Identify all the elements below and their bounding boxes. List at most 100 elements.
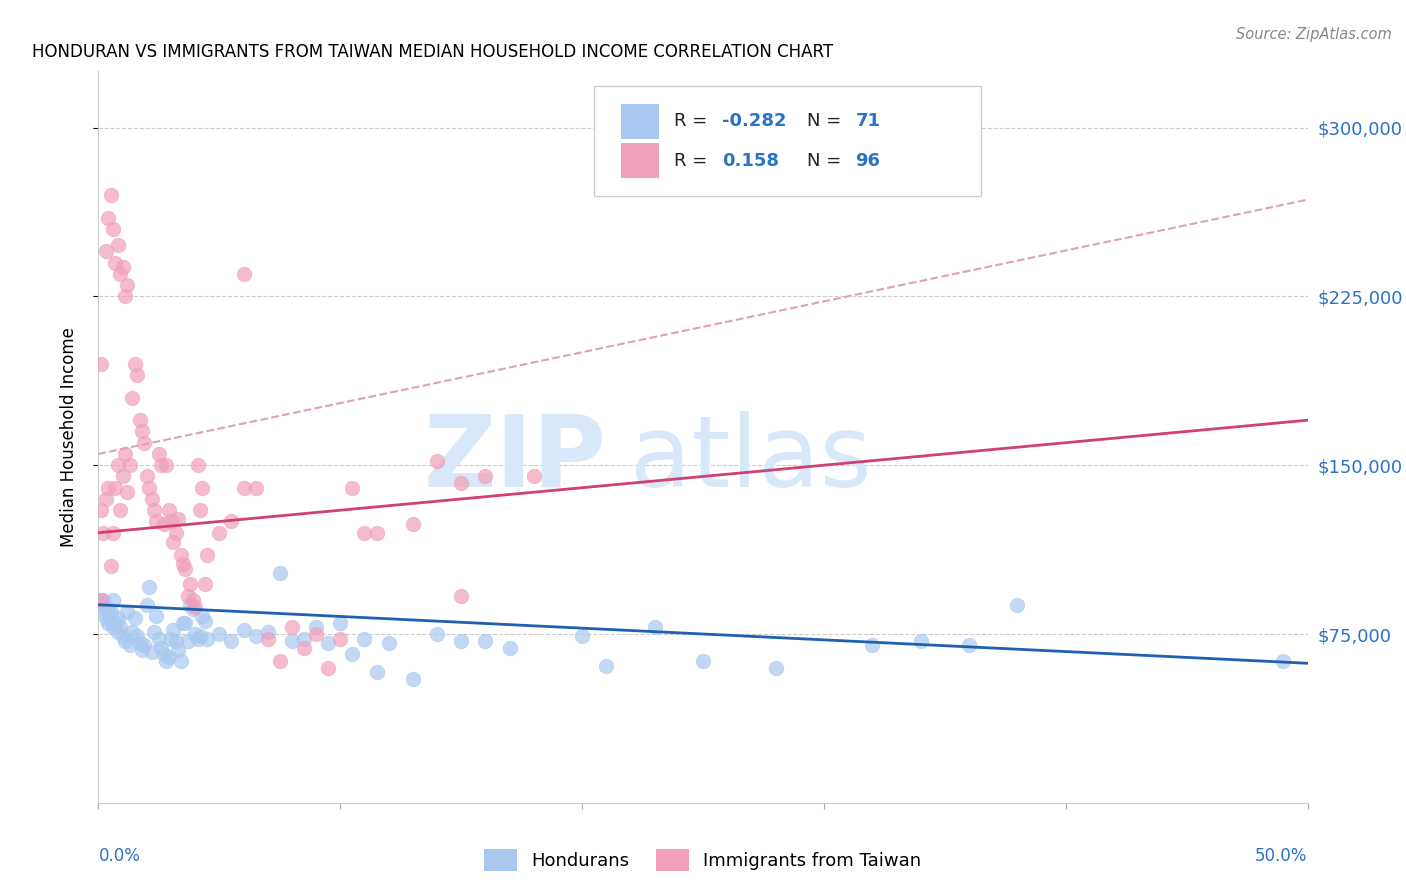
Point [94,605,117,619]
Point [165,525,187,540]
Point [91,598,114,612]
Point [111,629,134,643]
Point [523,469,546,483]
Point [366,525,388,540]
Point [1007,598,1029,612]
Point [90,598,112,612]
Point [221,515,243,529]
Point [329,615,352,630]
Point [177,589,200,603]
Point [101,222,124,236]
Point [269,566,291,581]
Point [97,481,120,495]
Point [141,491,163,506]
Point [221,633,243,648]
Point [179,577,201,591]
Point [101,525,124,540]
Text: 96: 96 [855,152,880,169]
Point [305,627,328,641]
Point [100,605,122,619]
Text: HONDURAN VS IMMIGRANTS FROM TAIWAN MEDIAN HOUSEHOLD INCOME CORRELATION CHART: HONDURAN VS IMMIGRANTS FROM TAIWAN MEDIA… [32,44,832,62]
Point [910,633,932,648]
Point [366,665,388,680]
Text: R =: R = [673,112,713,130]
Point [184,599,207,614]
Point [124,357,146,371]
Point [316,661,339,675]
Point [155,458,177,473]
Point [152,516,174,531]
Point [141,645,163,659]
Point [127,629,149,643]
Point [114,447,136,461]
Point [97,615,120,630]
Text: 71: 71 [855,112,880,130]
Point [111,469,134,483]
Point [162,623,184,637]
Point [402,516,425,531]
Point [245,481,267,495]
Point [172,615,194,630]
Point [957,638,980,652]
FancyBboxPatch shape [595,86,981,195]
Point [174,562,197,576]
Point [100,611,122,625]
Point [145,609,167,624]
Point [177,633,200,648]
Point [107,458,129,473]
Point [155,654,177,668]
Point [194,614,217,628]
Point [91,525,114,540]
Point [134,638,156,652]
Point [107,237,129,252]
Point [194,577,217,591]
Point [101,593,124,607]
Point [148,447,170,461]
Point [124,611,146,625]
Point [245,629,267,643]
Point [131,642,153,657]
Point [128,413,150,427]
Point [90,593,112,607]
Point [143,624,166,639]
Point [179,598,201,612]
Point [128,636,150,650]
Text: 0.158: 0.158 [723,152,779,169]
Text: -0.282: -0.282 [723,112,787,130]
Point [100,188,122,202]
Bar [621,143,659,178]
Point [329,632,352,646]
Point [91,593,114,607]
Point [118,458,141,473]
Text: N =: N = [807,112,846,130]
Point [152,647,174,661]
Point [111,260,134,275]
Point [104,481,127,495]
Text: ZIP: ZIP [423,410,606,508]
Point [269,654,291,668]
Point [165,633,187,648]
Text: 50.0%: 50.0% [1256,847,1308,864]
Point [117,278,139,293]
Point [167,642,190,657]
Point [474,633,496,648]
Point [135,598,157,612]
Point [232,623,254,637]
Point [692,654,714,668]
Point [162,534,184,549]
Bar [621,103,659,138]
Point [131,425,153,439]
Point [172,558,194,572]
Point [232,481,254,495]
Point [138,580,160,594]
Point [187,458,209,473]
Point [127,368,149,383]
Point [181,602,204,616]
Point [104,255,127,269]
Point [90,593,112,607]
Point [121,391,143,405]
Point [353,525,375,540]
Point [644,620,666,634]
Point [160,515,183,529]
Point [188,503,211,517]
